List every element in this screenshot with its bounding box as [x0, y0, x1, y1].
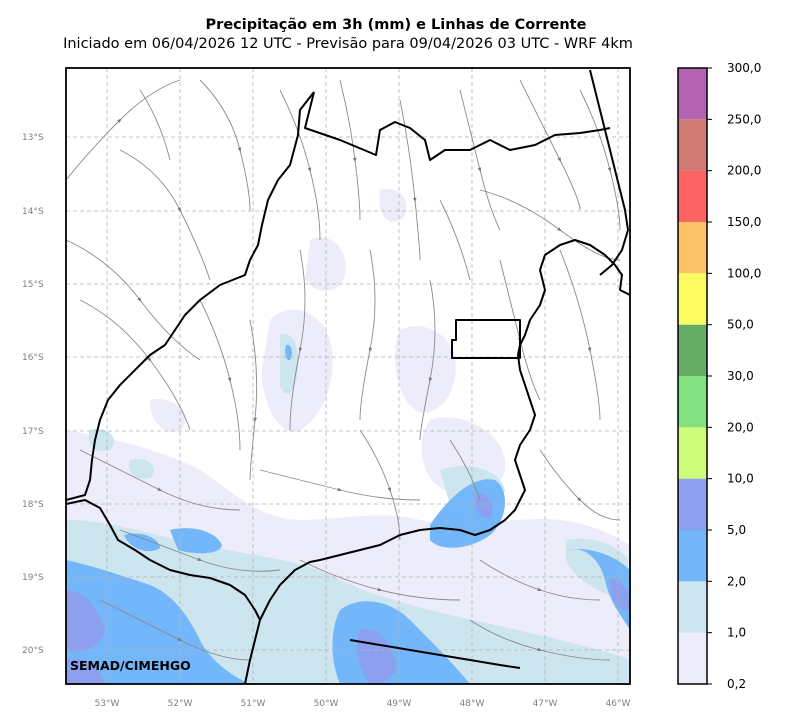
lon-label: 50°W: [314, 699, 339, 709]
colorbar-segment: [678, 170, 707, 222]
lat-label: 17°S: [22, 427, 44, 437]
colorbar-tick-label: 50,0: [727, 318, 754, 332]
lon-label: 52°W: [168, 699, 193, 709]
lon-label: 49°W: [387, 699, 412, 709]
colorbar-segment: [678, 376, 707, 428]
colorbar-segment: [678, 68, 707, 120]
colorbar-segment: [678, 273, 707, 325]
colorbar-tick-label: 5,0: [727, 523, 746, 537]
map-subtitle: Iniciado em 06/04/2026 12 UTC - Previsão…: [63, 36, 633, 52]
colorbar-tick-label: 20,0: [727, 420, 754, 434]
state-borders: [66, 69, 630, 684]
colorbar-tick-label: 1,0: [727, 626, 746, 640]
colorbar-tick-label: 2,0: [727, 574, 746, 588]
colorbar-segment: [678, 324, 707, 376]
colorbar-tick-label: 200,0: [727, 164, 761, 178]
longitude-labels: 53°W 52°W 51°W 50°W 49°W 48°W 47°W 46°W: [95, 699, 631, 709]
colorbar-tick-label: 10,0: [727, 472, 754, 486]
colorbar-segment: [678, 530, 707, 582]
lat-label: 20°S: [22, 646, 44, 656]
lat-label: 19°S: [22, 573, 44, 583]
lat-label: 13°S: [22, 133, 44, 143]
colorbar-tick-label: 30,0: [727, 369, 754, 383]
colorbar-segment: [678, 222, 707, 274]
colorbar-segment: [678, 581, 707, 633]
lat-label: 16°S: [22, 353, 44, 363]
lat-label: 15°S: [22, 280, 44, 290]
colorbar-segment: [678, 632, 707, 684]
lat-label: 18°S: [22, 500, 44, 510]
grid-lines: [66, 68, 630, 684]
colorbar-tick-label: 300,0: [727, 61, 761, 75]
lon-label: 48°W: [460, 699, 485, 709]
lon-label: 53°W: [95, 699, 120, 709]
lon-label: 51°W: [241, 699, 266, 709]
plot-frame: [65, 67, 631, 685]
colorbar-segment: [678, 427, 707, 479]
colorbar-tick-label: 150,0: [727, 215, 761, 229]
colorbar: 0,2 1,0 2,0 5,0 10,0 20,0 30,0 50,0 100,0 150,0 20…: [677, 61, 761, 691]
colorbar-tick-label: 250,0: [727, 112, 761, 126]
credit-label: SEMAD/CIMEHGO: [70, 658, 191, 673]
streamlines: [66, 79, 621, 661]
colorbar-tick-label: 100,0: [727, 266, 761, 280]
colorbar-segment: [678, 478, 707, 530]
map-title: Precipitação em 3h (mm) e Linhas de Corr…: [205, 17, 587, 33]
lon-label: 47°W: [533, 699, 558, 709]
lon-label: 46°W: [606, 699, 631, 709]
colorbar-segment: [678, 119, 707, 171]
colorbar-tick-label: 0,2: [727, 677, 746, 691]
plot-area: [66, 68, 630, 684]
latitude-labels: 13°S 14°S 15°S 16°S 17°S 18°S 19°S 20°S: [22, 133, 44, 656]
lat-label: 14°S: [22, 207, 44, 217]
